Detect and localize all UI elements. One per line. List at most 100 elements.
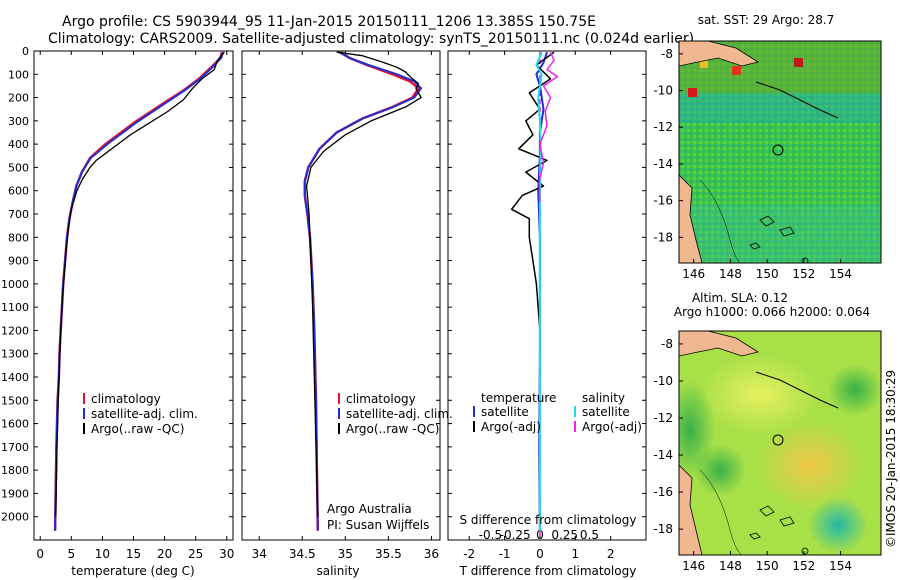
x-tick-label: 0 <box>36 547 44 561</box>
island-chain <box>755 371 839 409</box>
x-tick-label: 35.5 <box>375 547 402 561</box>
sla-high-anomaly <box>700 355 820 435</box>
legend-t-argo-label: Argo(-adj) <box>481 420 541 434</box>
sla-low-anomaly <box>808 497 868 553</box>
map-lon-label: 148 <box>719 559 742 573</box>
depth-tick-label: 100 <box>8 68 29 81</box>
sla-low-anomaly <box>827 364 881 416</box>
map-lon-label: 148 <box>719 267 742 281</box>
imos-credit: ©IMOS 20-Jan-2015 18:30:29 <box>884 370 898 548</box>
depth-tick-label: 1800 <box>1 464 29 477</box>
map-lon-label: 152 <box>792 267 815 281</box>
header-line-2: Climatology: CARS2009. Satellite-adjuste… <box>48 31 694 47</box>
principal-investigator: PI: Susan Wijffels <box>327 518 429 532</box>
x-tick-label: 30 <box>219 547 234 561</box>
depth-tick-label: 1600 <box>1 418 29 431</box>
t-diff-argo-line <box>510 51 555 331</box>
map-lat-label: -10 <box>653 374 673 388</box>
difference-panel-frame <box>447 50 647 541</box>
sst-hot-pixel <box>700 60 708 68</box>
sst-map <box>679 41 881 263</box>
depth-tick-label: 900 <box>8 255 29 268</box>
legend-climatology-label: climatology <box>346 392 416 406</box>
temperature-climatology-line <box>53 51 224 531</box>
map-lat-label: -18 <box>653 230 673 244</box>
t-diff-satellite-line <box>535 51 548 531</box>
map-point-marker <box>801 547 809 555</box>
s-tick-label: -0.5 <box>479 528 502 542</box>
sst-hot-pixel <box>794 58 803 67</box>
x-tick-label: 0 <box>536 547 544 561</box>
temperature-axis-label: temperature (deg C) <box>71 564 194 578</box>
salinity-legend: climatology satellite-adj. clim. Argo(..… <box>338 392 453 436</box>
depth-tick-label: 400 <box>8 138 29 151</box>
depth-tick-label: 200 <box>8 92 29 105</box>
x-tick-label: 25 <box>188 547 203 561</box>
map-point-marker <box>801 257 809 263</box>
sst-south-band <box>679 205 881 263</box>
map-lat-label: -16 <box>653 194 673 208</box>
argo-float-marker <box>772 434 784 446</box>
t-diff-axis-label: T difference from climatology <box>459 564 637 578</box>
depth-contour <box>699 179 760 263</box>
legend-s-argo-label: Argo(-adj) <box>582 420 642 434</box>
map-lon-label: 154 <box>829 559 852 573</box>
island-chain <box>755 81 839 119</box>
depth-tick-label: 1500 <box>1 394 29 407</box>
map-lat-label: -12 <box>653 120 673 134</box>
legend-climatology-label: climatology <box>91 392 161 406</box>
map-lat-label: -14 <box>653 157 673 171</box>
sst-hot-pixel <box>688 88 697 97</box>
temperature-satellite-line <box>54 51 224 531</box>
sst-map-frame <box>678 40 882 264</box>
x-tick-label: 15 <box>126 547 141 561</box>
salinity-axis-label: salinity <box>316 564 359 578</box>
x-tick-label: 34 <box>252 547 267 561</box>
map-lon-label: 150 <box>756 267 779 281</box>
map-lon-label: 150 <box>756 559 779 573</box>
s-tick-label: 0.5 <box>580 528 599 542</box>
depth-tick-label: 1700 <box>1 441 29 454</box>
australia-land <box>679 174 703 263</box>
depth-contour <box>699 469 760 555</box>
sla-map-title-1: Altim. SLA: 0.12 <box>692 291 788 305</box>
legend-salinity-heading: salinity <box>582 391 625 405</box>
float-operator: Argo Australia <box>327 502 412 516</box>
depth-tick-label: 500 <box>8 161 29 174</box>
argo-float-marker <box>772 144 784 156</box>
difference-legend: temperature satellite Argo(-adj) salinit… <box>473 391 642 434</box>
sst-map-title: sat. SST: 29 Argo: 28.7 <box>698 13 835 27</box>
sst-cool-band <box>679 93 881 123</box>
x-tick-label: -1 <box>499 547 511 561</box>
depth-tick-label: 300 <box>8 115 29 128</box>
depth-tick-label: 1000 <box>1 278 29 291</box>
s-diff-axis-label: S difference from climatology <box>460 513 637 527</box>
header-line-1: Argo profile: CS 5903944_95 11-Jan-2015 … <box>62 14 596 30</box>
map-lon-label: 154 <box>829 267 852 281</box>
map-lat-label: -10 <box>653 84 673 98</box>
legend-satellite-label: satellite-adj. clim. <box>346 407 453 421</box>
new-guinea-land <box>679 41 760 67</box>
legend-satellite-label: satellite-adj. clim. <box>91 407 198 421</box>
x-tick-label: 1 <box>571 547 579 561</box>
map-lat-label: -8 <box>661 47 673 61</box>
sla-map-frame <box>678 330 882 556</box>
new-guinea-land <box>679 331 760 357</box>
reef-outline <box>749 505 795 540</box>
map-lat-label: -12 <box>653 411 673 425</box>
depth-tick-label: 700 <box>8 208 29 221</box>
depth-tick-label: 1200 <box>1 324 29 337</box>
depth-tick-label: 600 <box>8 185 29 198</box>
x-tick-label: 10 <box>95 547 110 561</box>
depth-tick-label: 1400 <box>1 371 29 384</box>
x-tick-label: -2 <box>463 547 475 561</box>
map-lat-label: -8 <box>661 337 673 351</box>
sst-hot-pixel <box>732 66 741 75</box>
map-lat-label: -14 <box>653 448 673 462</box>
depth-tick-label: 2000 <box>1 511 29 524</box>
legend-argo-label: Argo(..raw -QC) <box>91 422 184 436</box>
legend-t-satellite-label: satellite <box>481 405 529 419</box>
legend-temperature-heading: temperature <box>481 391 556 405</box>
salinity-panel-frame <box>241 50 441 541</box>
